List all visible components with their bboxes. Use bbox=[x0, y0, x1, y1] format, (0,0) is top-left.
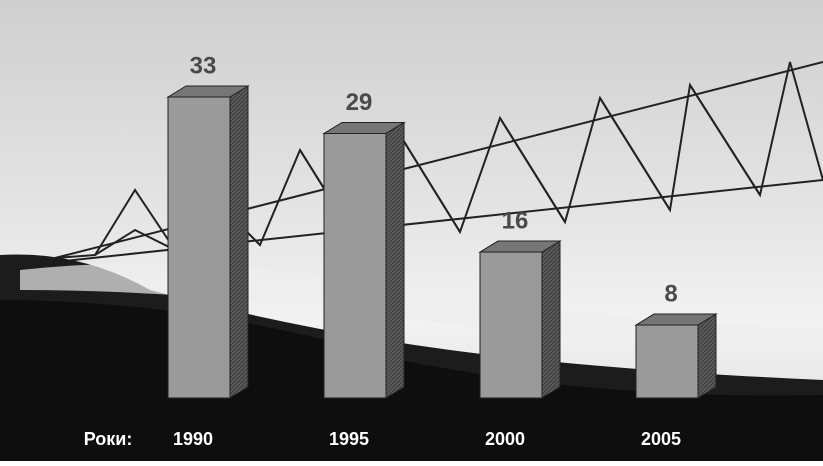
value-label: 33 bbox=[190, 52, 217, 79]
x-tick-label: 1990 bbox=[173, 429, 213, 449]
bar-side bbox=[386, 122, 404, 398]
value-label: 8 bbox=[664, 280, 677, 307]
bar-side bbox=[542, 241, 560, 398]
chart: Роки: 33 1990 29 1995 16 2000 8 2005 bbox=[0, 0, 823, 461]
bar bbox=[636, 325, 698, 398]
x-tick-label: 2005 bbox=[641, 429, 681, 449]
x-tick-label: 2000 bbox=[485, 429, 525, 449]
value-label: 29 bbox=[346, 89, 373, 116]
value-label: 16 bbox=[502, 207, 529, 234]
bar bbox=[324, 133, 386, 398]
bar-side bbox=[230, 86, 248, 398]
bar bbox=[480, 252, 542, 398]
x-tick-label: 1995 bbox=[329, 429, 369, 449]
bar bbox=[168, 97, 230, 398]
bar-side bbox=[698, 314, 716, 398]
x-axis-label: Роки: bbox=[84, 429, 133, 449]
